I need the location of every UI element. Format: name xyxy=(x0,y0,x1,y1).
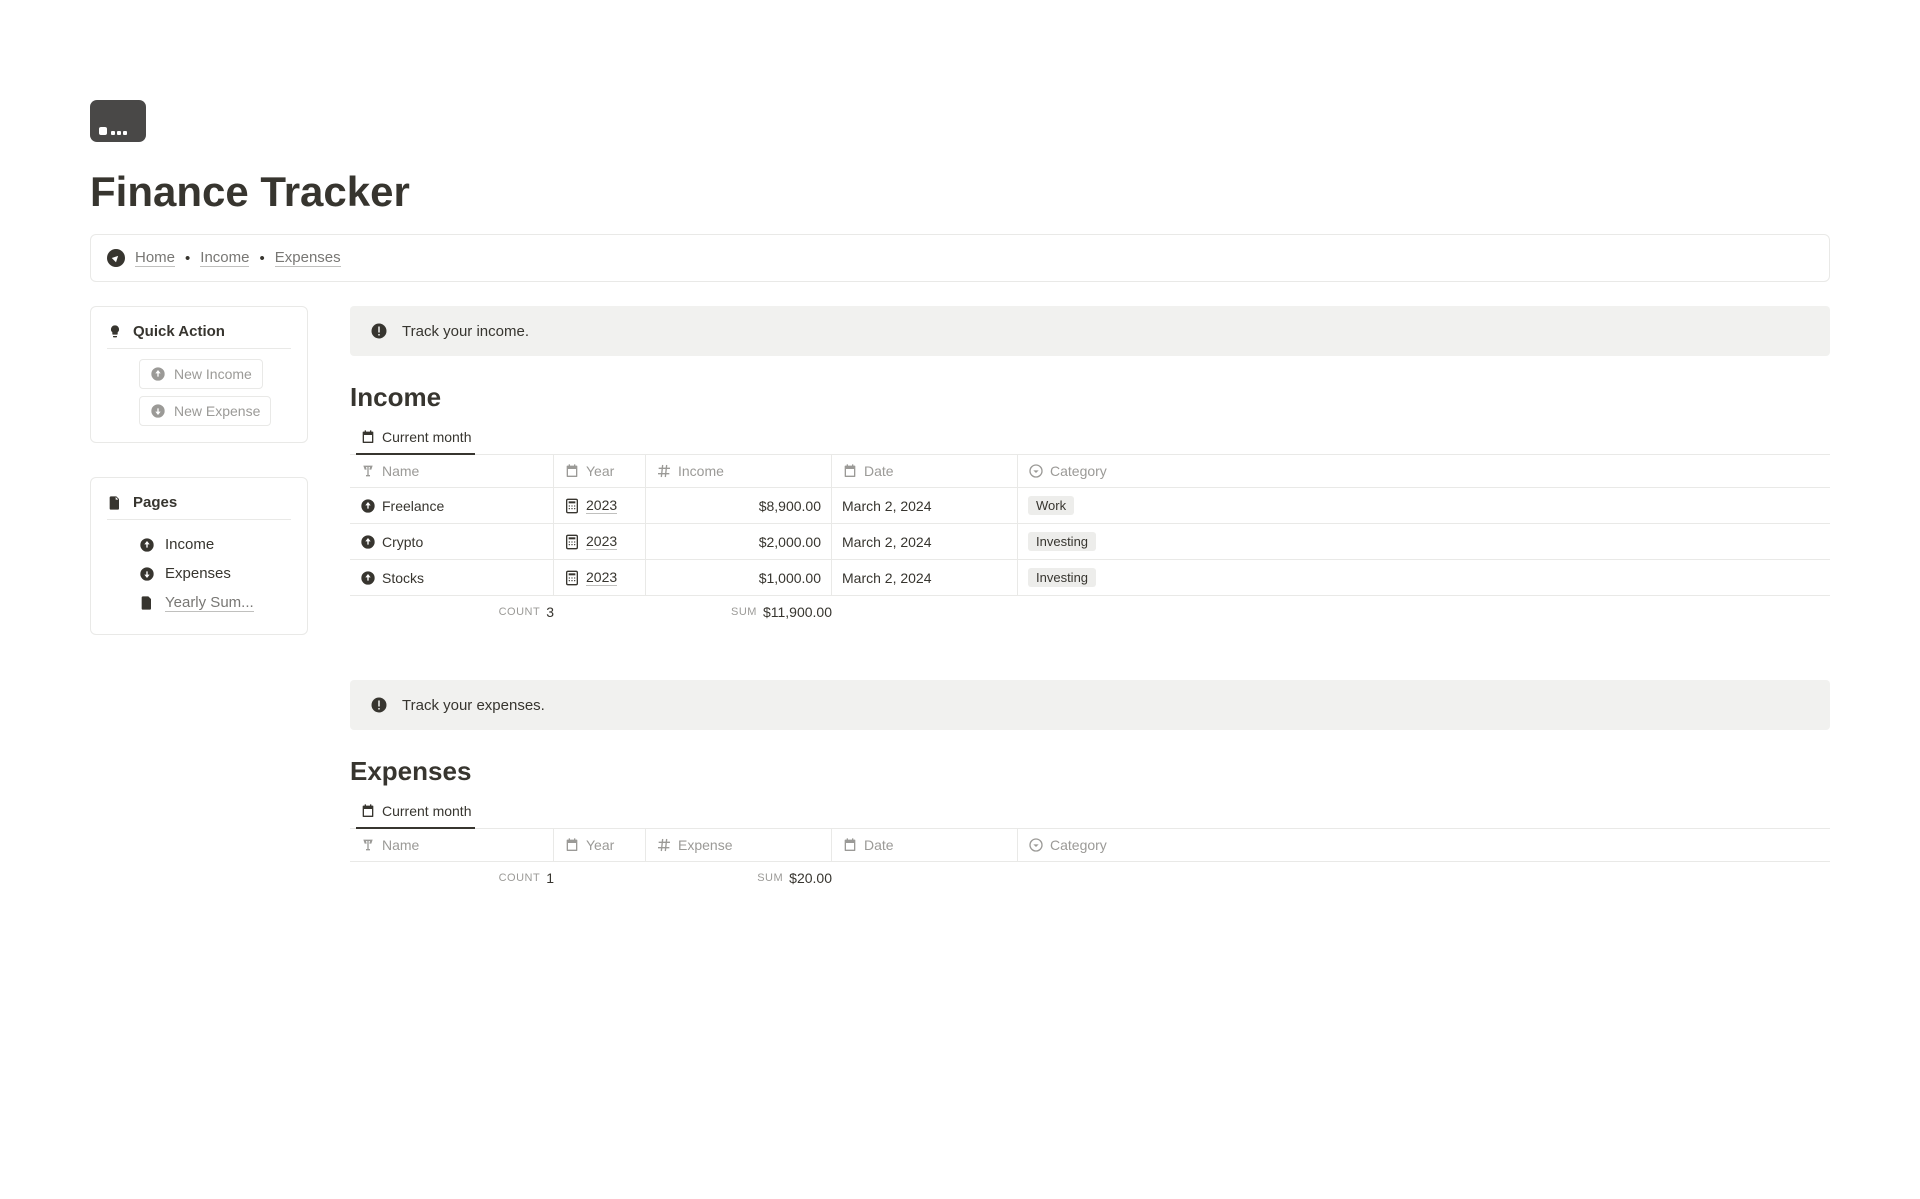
callout-text: Track your income. xyxy=(402,323,529,340)
new-income-label: New Income xyxy=(174,366,252,382)
table-row[interactable]: Crypto2023$2,000.00March 2, 2024Investin… xyxy=(350,524,1830,560)
view-tab-label: Current month xyxy=(382,803,471,819)
expenses-callout: Track your expenses. xyxy=(350,680,1830,730)
new-income-button[interactable]: New Income xyxy=(139,359,263,389)
sidebar-item-label: Income xyxy=(165,536,214,553)
income-view-tab[interactable]: Current month xyxy=(356,423,475,455)
income-table: Name Year Income Date Category Freelance… xyxy=(350,454,1830,596)
arrow-up-circle-icon xyxy=(150,366,166,382)
income-title: Income xyxy=(350,382,1830,413)
breadcrumb-income[interactable]: Income xyxy=(200,249,249,267)
expenses-summary: COUNT 1 SUM $20.00 xyxy=(350,862,1830,886)
col-date[interactable]: Date xyxy=(832,455,1018,487)
select-icon xyxy=(1028,463,1044,479)
arrow-down-circle-icon xyxy=(150,403,166,419)
col-year[interactable]: Year xyxy=(554,829,646,861)
callout-text: Track your expenses. xyxy=(402,697,545,714)
sidebar-item-expenses[interactable]: Expenses xyxy=(107,559,291,588)
view-tab-label: Current month xyxy=(382,429,471,445)
pages-card: Pages Income Expenses Yearly Sum... xyxy=(90,477,308,635)
text-icon xyxy=(360,463,376,479)
select-icon xyxy=(1028,837,1044,853)
expenses-title: Expenses xyxy=(350,756,1830,787)
arrow-up-circle-icon xyxy=(139,537,155,553)
arrow-down-circle-icon xyxy=(139,566,155,582)
col-year[interactable]: Year xyxy=(554,455,646,487)
exclamation-icon xyxy=(370,696,388,714)
calendar-icon xyxy=(564,463,580,479)
expenses-view-tab[interactable]: Current month xyxy=(356,797,475,829)
expenses-table: Name Year Expense Date Category xyxy=(350,828,1830,862)
breadcrumb-home[interactable]: Home xyxy=(135,249,175,267)
col-amount[interactable]: Expense xyxy=(646,829,832,861)
calendar-icon xyxy=(360,429,376,445)
compass-icon xyxy=(107,249,125,267)
page-icon xyxy=(90,100,146,142)
income-callout: Track your income. xyxy=(350,306,1830,356)
calendar-icon xyxy=(564,837,580,853)
sidebar-item-label: Expenses xyxy=(165,565,231,582)
col-category[interactable]: Category xyxy=(1018,455,1830,487)
sidebar-item-yearly[interactable]: Yearly Sum... xyxy=(107,588,291,618)
hash-icon xyxy=(656,463,672,479)
breadcrumb-sep: • xyxy=(259,250,264,267)
col-category[interactable]: Category xyxy=(1018,829,1830,861)
calendar-icon xyxy=(360,803,376,819)
col-name[interactable]: Name xyxy=(350,455,554,487)
text-icon xyxy=(360,837,376,853)
sidebar-item-income[interactable]: Income xyxy=(107,530,291,559)
table-row[interactable]: Freelance2023$8,900.00March 2, 2024Work xyxy=(350,488,1830,524)
lightbulb-icon xyxy=(107,324,123,340)
new-expense-button[interactable]: New Expense xyxy=(139,396,271,426)
sidebar: Quick Action New Income New Expense Page… xyxy=(90,306,308,886)
table-row[interactable]: Stocks2023$1,000.00March 2, 2024Investin… xyxy=(350,560,1830,596)
page-icon xyxy=(107,495,123,511)
col-name[interactable]: Name xyxy=(350,829,554,861)
calendar-icon xyxy=(842,463,858,479)
col-amount[interactable]: Income xyxy=(646,455,832,487)
sidebar-item-label: Yearly Sum... xyxy=(165,594,254,612)
main: Track your income. Income Current month … xyxy=(350,306,1830,886)
hash-icon xyxy=(656,837,672,853)
document-icon xyxy=(139,595,155,611)
quick-action-card: Quick Action New Income New Expense xyxy=(90,306,308,443)
breadcrumb: Home • Income • Expenses xyxy=(90,234,1830,282)
col-date[interactable]: Date xyxy=(832,829,1018,861)
exclamation-icon xyxy=(370,322,388,340)
income-summary: COUNT 3 SUM $11,900.00 xyxy=(350,596,1830,620)
pages-title: Pages xyxy=(133,494,177,511)
new-expense-label: New Expense xyxy=(174,403,260,419)
breadcrumb-sep: • xyxy=(185,250,190,267)
calendar-icon xyxy=(842,837,858,853)
breadcrumb-expenses[interactable]: Expenses xyxy=(275,249,341,267)
page-title: Finance Tracker xyxy=(90,168,1830,216)
quick-action-title: Quick Action xyxy=(133,323,225,340)
